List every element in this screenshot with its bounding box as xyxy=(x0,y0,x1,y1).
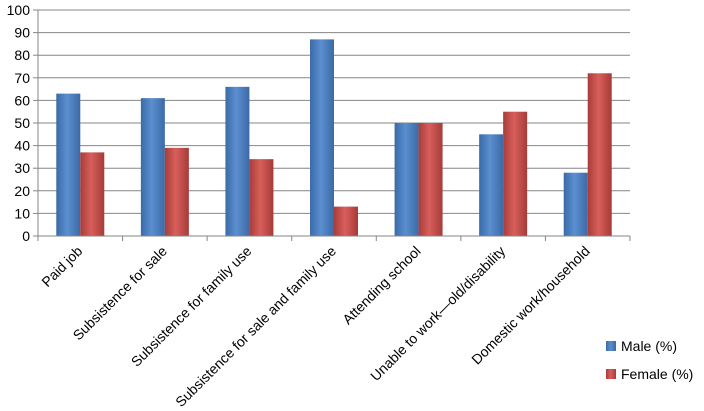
bar-female xyxy=(249,159,274,236)
category-label: Subsistence for sale and family use xyxy=(172,243,339,410)
y-tick-label: 80 xyxy=(14,47,30,63)
bar-female xyxy=(164,147,189,236)
y-tick-label: 100 xyxy=(7,2,31,18)
y-tick-labels: 0 10 20 30 40 50 60 70 80 90 100 xyxy=(7,2,31,244)
bar-female xyxy=(587,73,612,236)
legend-swatch xyxy=(606,341,616,351)
bar-female xyxy=(334,206,358,236)
bar-male xyxy=(394,123,419,236)
category-label: Paid job xyxy=(38,243,85,290)
bar-male xyxy=(140,98,165,236)
bar-male xyxy=(563,172,588,236)
bar-female xyxy=(503,111,528,236)
y-tick-label: 50 xyxy=(14,115,30,131)
category-label: Unable to work—old/disability xyxy=(367,243,508,384)
category-label: Attending school xyxy=(339,243,424,328)
bar-male xyxy=(479,134,504,236)
y-tick-label: 0 xyxy=(22,228,30,244)
y-tick-label: 90 xyxy=(14,25,30,41)
bar-female xyxy=(80,152,105,236)
y-tick-label: 10 xyxy=(14,205,30,221)
y-tick-label: 40 xyxy=(14,138,30,154)
legend-label: Male (%) xyxy=(621,338,677,354)
axes xyxy=(33,9,631,241)
y-tick-label: 60 xyxy=(14,92,30,108)
bar-male xyxy=(225,86,250,236)
legend-label: Female (%) xyxy=(621,366,693,382)
bars xyxy=(56,39,612,237)
legend-swatch xyxy=(606,369,616,379)
y-tick-label: 30 xyxy=(14,160,30,176)
y-tick-label: 70 xyxy=(14,70,30,86)
legend: Male (%) Female (%) xyxy=(606,338,693,382)
bar-female xyxy=(418,123,443,236)
y-tick-label: 20 xyxy=(14,183,30,199)
category-label: Subsistence for sale xyxy=(70,243,171,344)
bar-male xyxy=(56,93,81,237)
bar-male xyxy=(310,39,334,236)
